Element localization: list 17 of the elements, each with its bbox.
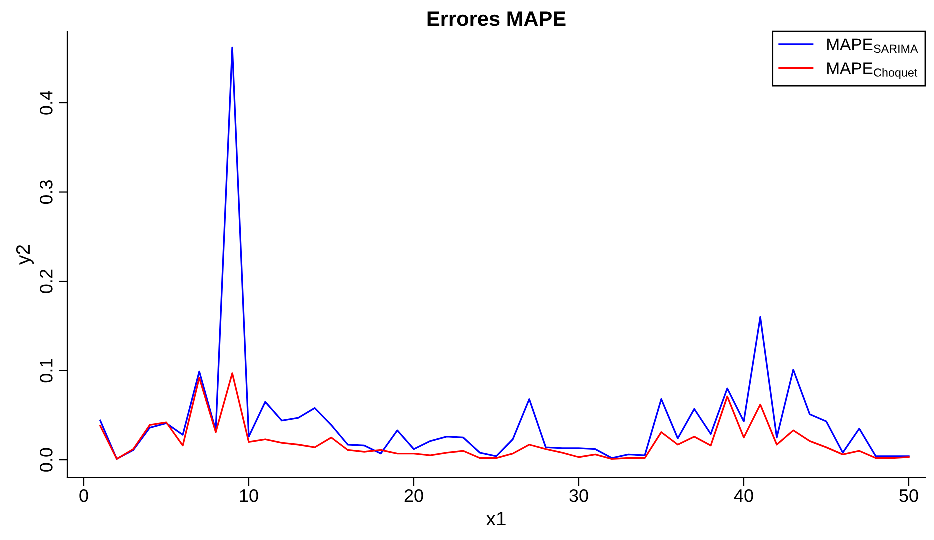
- x-tick-label: 50: [900, 489, 918, 502]
- legend-label: MAPE$_{Choquet}$: [828, 62, 918, 80]
- x-tick-label: 10: [240, 489, 258, 502]
- x-tick-label: 40: [734, 489, 754, 502]
- x-tick-label: 0: [80, 489, 88, 502]
- x-tick-label: 30: [570, 489, 588, 502]
- chart-title: Errores MAPE: [428, 12, 566, 26]
- line-series: [100, 372, 910, 460]
- y-tick-label: 0.3: [40, 180, 53, 204]
- y-tick-label: 0.0: [40, 448, 53, 472]
- x-axis-title: x1: [486, 512, 506, 526]
- y-axis-title: y2: [16, 245, 34, 265]
- y-tick-label: 0.4: [40, 90, 53, 115]
- legend-label: MAPE$_{SARIMA}$: [828, 38, 918, 54]
- y-tick-label: 0.1: [40, 359, 53, 383]
- x-tick-label: 20: [404, 489, 424, 502]
- y-tick-label: 0.2: [40, 270, 53, 294]
